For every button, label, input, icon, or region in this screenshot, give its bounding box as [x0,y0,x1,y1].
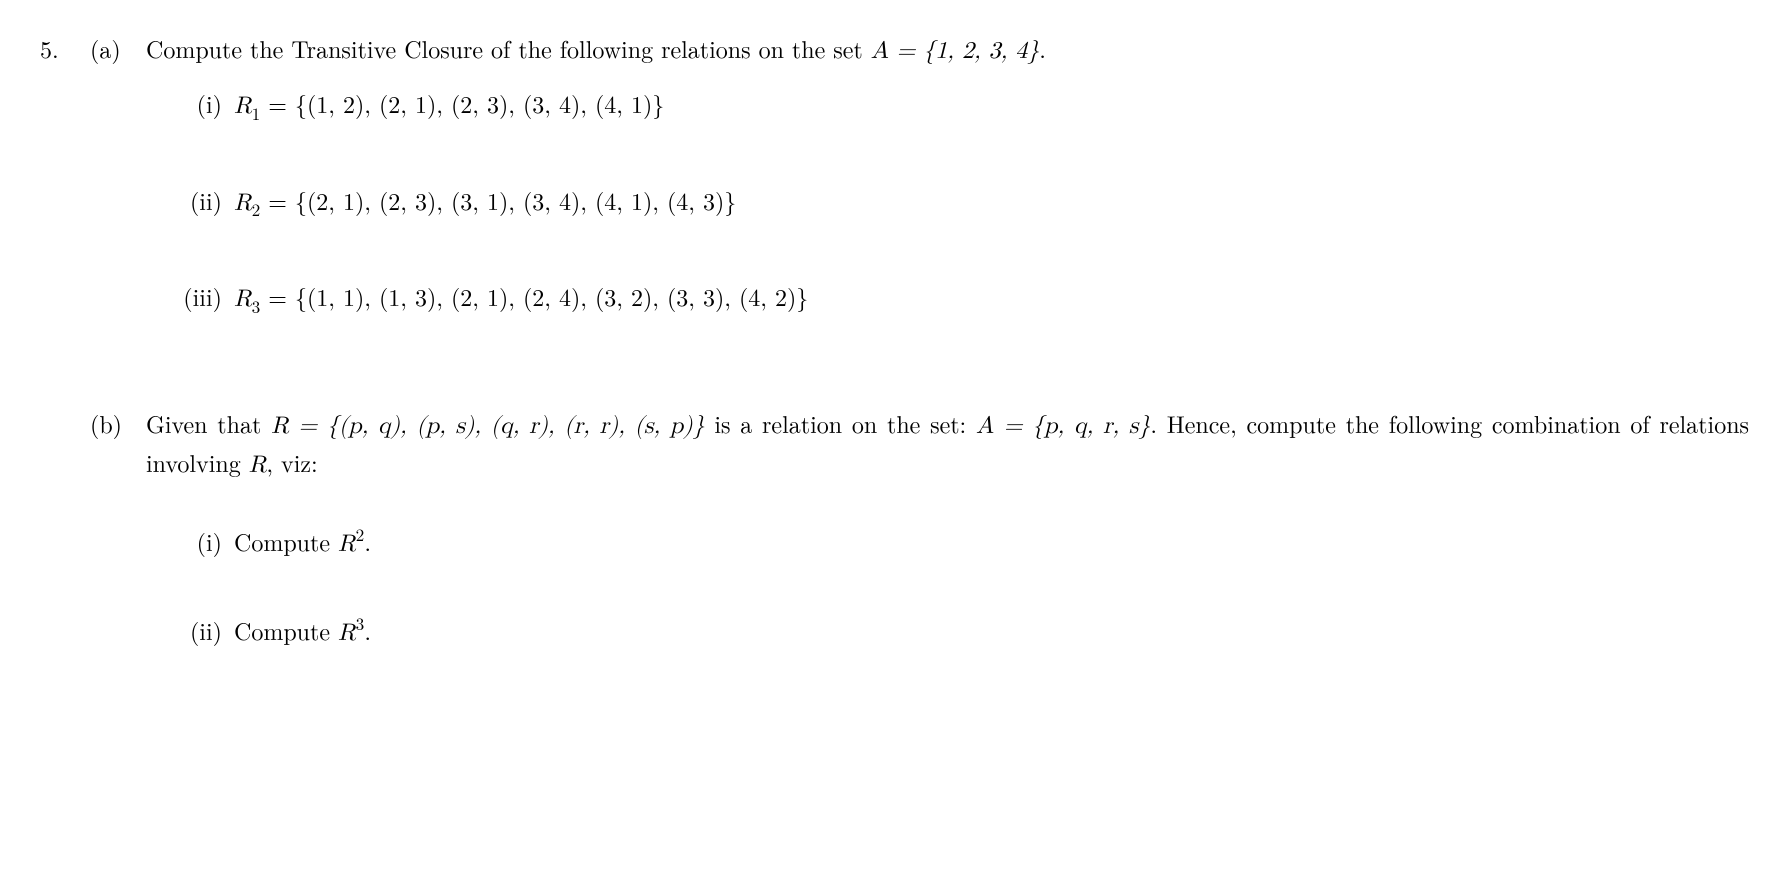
subpart-b-ii-prefix: Compute [234,613,338,647]
part-b-intro-4: , viz: [266,445,317,479]
subpart-a-iii-body: R3 = {(1, 1), (1, 3), (2, 1), (2, 4), (3… [234,278,1749,320]
part-b-subparts: (i) Compute R2. (ii) Compute R3. [146,523,1749,651]
subpart-b-i-var: R [338,532,356,556]
part-b-label: (b) [90,405,146,441]
problem-number: 5. [40,30,90,66]
part-b-R-letter: R [249,453,267,477]
subpart-a-i: (i) R1 = {(1, 2), (2, 1), (2, 3), (3, 4)… [170,85,1749,127]
subpart-a-i-label: (i) [170,85,234,121]
r1-sub: 1 [252,102,261,126]
part-a: (a) Compute the Transitive Closure of th… [90,30,1749,340]
r3-set: = {(1, 1), (1, 3), (2, 1), (2, 4), (3, 2… [260,279,808,313]
subpart-a-iii-label: (iii) [170,278,234,314]
subpart-b-i-body: Compute R2. [234,523,1749,562]
subpart-a-ii-label: (ii) [170,182,234,218]
part-a-set-A: A = {1, 2, 3, 4} [871,39,1040,63]
r2-name: R [234,191,252,215]
part-b-body: Given that R = {(p, q), (p, s), (q, r), … [146,405,1749,701]
subpart-b-ii-label: (ii) [170,612,234,648]
subpart-b-i: (i) Compute R2. [170,523,1749,562]
part-a-intro-prefix: Compute the Transitive Closure of the fo… [146,31,871,65]
subpart-b-ii-suffix: . [364,613,371,647]
part-b: (b) Given that R = {(p, q), (p, s), (q, … [90,405,1749,701]
r2-sub: 2 [252,198,261,222]
subpart-b-i-prefix: Compute [234,524,338,558]
subpart-b-ii-var: R [338,621,356,645]
problem-5: 5. (a) Compute the Transitive Closure of… [40,30,1749,709]
problem-parts: (a) Compute the Transitive Closure of th… [90,30,1749,709]
subpart-a-iii: (iii) R3 = {(1, 1), (1, 3), (2, 1), (2, … [170,278,1749,320]
subpart-b-ii: (ii) Compute R3. [170,612,1749,651]
subpart-b-ii-body: Compute R3. [234,612,1749,651]
part-b-intro: Given that R = {(p, q), (p, s), (q, r), … [146,405,1749,483]
subpart-b-i-suffix: . [364,524,371,558]
subpart-b-ii-power: 3 [356,612,365,636]
part-b-intro-1: Given that [146,406,271,440]
subpart-b-i-power: 2 [356,523,365,547]
subpart-b-i-label: (i) [170,523,234,559]
r3-name: R [234,287,252,311]
subpart-a-ii-body: R2 = {(2, 1), (2, 3), (3, 1), (3, 4), (4… [234,182,1749,224]
r1-name: R [234,94,252,118]
subpart-a-i-body: R1 = {(1, 2), (2, 1), (2, 3), (3, 4), (4… [234,85,1749,127]
part-a-body: Compute the Transitive Closure of the fo… [146,30,1749,340]
part-a-intro-suffix: . [1039,31,1046,65]
part-b-intro-2: is a relation on the set: [705,406,976,440]
subpart-a-ii: (ii) R2 = {(2, 1), (2, 3), (3, 1), (3, 4… [170,182,1749,224]
part-a-intro: Compute the Transitive Closure of the fo… [146,30,1749,69]
r3-sub: 3 [252,295,261,319]
part-a-label: (a) [90,30,146,66]
part-b-R-def: R = {(p, q), (p, s), (q, r), (r, r), (s,… [271,414,705,438]
part-a-subparts: (i) R1 = {(1, 2), (2, 1), (2, 3), (3, 4)… [146,85,1749,320]
r1-set: = {(1, 2), (2, 1), (2, 3), (3, 4), (4, 1… [260,86,664,120]
part-b-A-def: A = {p, q, r, s} [976,414,1150,438]
r2-set: = {(2, 1), (2, 3), (3, 1), (3, 4), (4, 1… [260,183,736,217]
